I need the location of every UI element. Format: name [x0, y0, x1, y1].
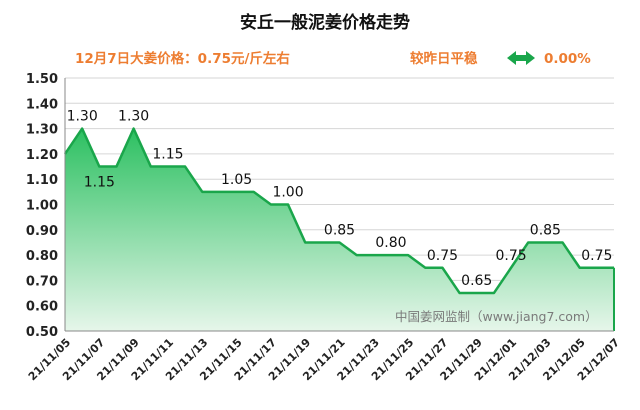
change-value: 0.00% — [544, 51, 591, 67]
data-label: 1.00 — [272, 185, 303, 201]
watermark: 中国姜网监制（www.jiang7.com） — [395, 309, 598, 324]
y-tick-label: 0.80 — [26, 249, 58, 264]
data-labels: 1.301.151.301.151.051.000.850.800.750.65… — [67, 109, 613, 289]
data-label: 0.85 — [530, 222, 561, 238]
change-label: 较昨日平稳 — [410, 50, 478, 67]
series-line — [63, 127, 614, 295]
y-tick-label: 1.10 — [26, 173, 58, 188]
y-tick-label: 1.30 — [26, 123, 58, 138]
y-tick-label: 0.90 — [26, 224, 58, 239]
data-label: 0.75 — [581, 248, 612, 264]
chart-title: 安丘一般泥姜价格走势 — [240, 12, 410, 33]
data-label: 0.85 — [324, 222, 355, 238]
price-summary: 12月7日大姜价格：0.75元/斤左右 — [75, 50, 290, 67]
data-label: 1.05 — [221, 172, 252, 188]
area-series — [63, 127, 615, 331]
y-tick-label: 0.50 — [26, 325, 58, 340]
data-label: 0.65 — [461, 273, 492, 289]
data-label: 1.15 — [152, 147, 183, 163]
x-tick-labels: 21/11/0521/11/0721/11/0921/11/1121/11/13… — [26, 336, 622, 383]
data-label: 1.30 — [67, 109, 98, 125]
data-label: 0.75 — [495, 248, 526, 264]
y-tick-label: 0.70 — [26, 274, 58, 289]
y-tick-label: 1.20 — [26, 148, 58, 163]
y-tick-label: 1.40 — [26, 97, 58, 112]
y-tick-label: 1.50 — [26, 72, 58, 87]
y-tick-label: 0.60 — [26, 300, 58, 315]
double-arrow-icon — [507, 51, 535, 65]
data-label: 1.30 — [118, 109, 149, 125]
axes — [64, 78, 614, 332]
y-tick-labels: 0.50 0.60 0.70 0.80 0.90 1.00 1.10 1.20 1.30 1.40… — [26, 72, 58, 340]
data-label: 1.15 — [84, 175, 115, 191]
y-tick-label: 1.00 — [26, 199, 58, 214]
data-label: 0.80 — [375, 235, 406, 251]
area-fill — [65, 128, 614, 331]
data-label: 0.75 — [427, 248, 458, 264]
